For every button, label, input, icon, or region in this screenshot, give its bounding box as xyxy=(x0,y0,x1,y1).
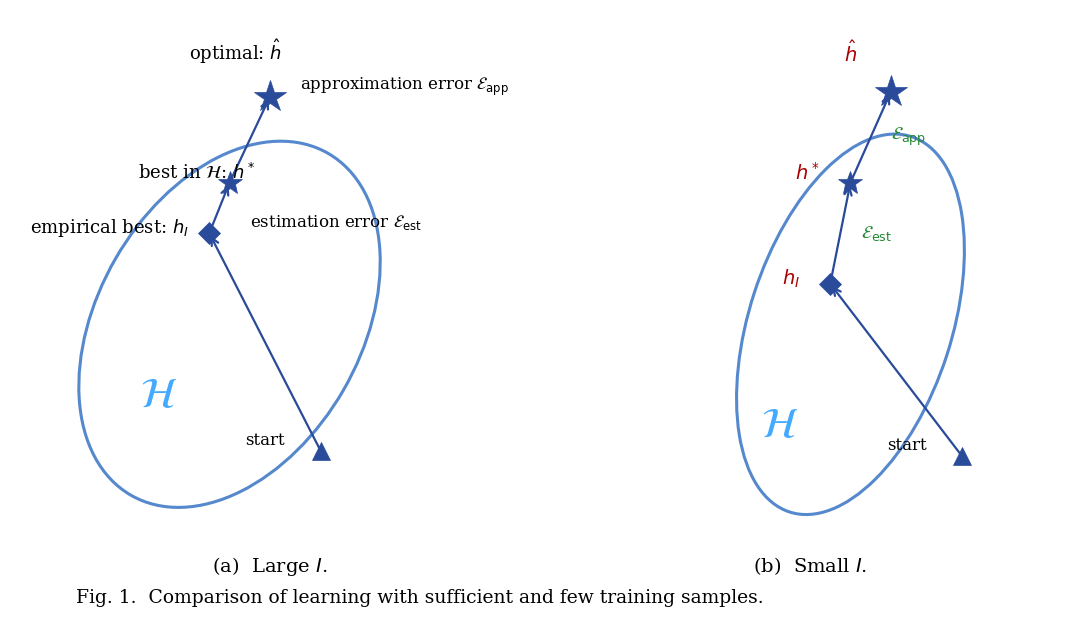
Text: $\mathcal{H}$: $\mathcal{H}$ xyxy=(140,374,177,416)
Text: (b)  Small $I$.: (b) Small $I$. xyxy=(753,555,867,577)
Text: estimation error $\mathcal{E}_{\rm est}$: estimation error $\mathcal{E}_{\rm est}$ xyxy=(249,213,422,232)
Text: optimal: $\hat{h}$: optimal: $\hat{h}$ xyxy=(189,38,282,66)
Text: Fig. 1.  Comparison of learning with sufficient and few training samples.: Fig. 1. Comparison of learning with suff… xyxy=(76,589,764,607)
Text: $\hat{h}$: $\hat{h}$ xyxy=(843,40,858,66)
Text: empirical best: $h_I$: empirical best: $h_I$ xyxy=(30,217,189,239)
Text: best in $\mathcal{H}$: $h^*$: best in $\mathcal{H}$: $h^*$ xyxy=(138,162,256,183)
Text: $h^*$: $h^*$ xyxy=(795,162,820,183)
Text: approximation error $\mathcal{E}_{\rm app}$: approximation error $\mathcal{E}_{\rm ap… xyxy=(300,75,510,97)
Text: $h_I$: $h_I$ xyxy=(782,268,800,290)
Text: (a)  Large $I$.: (a) Large $I$. xyxy=(213,555,327,578)
Text: $\mathcal{E}_{\rm app}$: $\mathcal{E}_{\rm app}$ xyxy=(891,126,927,148)
Text: start: start xyxy=(245,432,285,449)
Text: start: start xyxy=(887,437,927,454)
Text: $\mathcal{E}_{\rm est}$: $\mathcal{E}_{\rm est}$ xyxy=(861,224,892,242)
Text: $\mathcal{H}$: $\mathcal{H}$ xyxy=(761,405,798,447)
